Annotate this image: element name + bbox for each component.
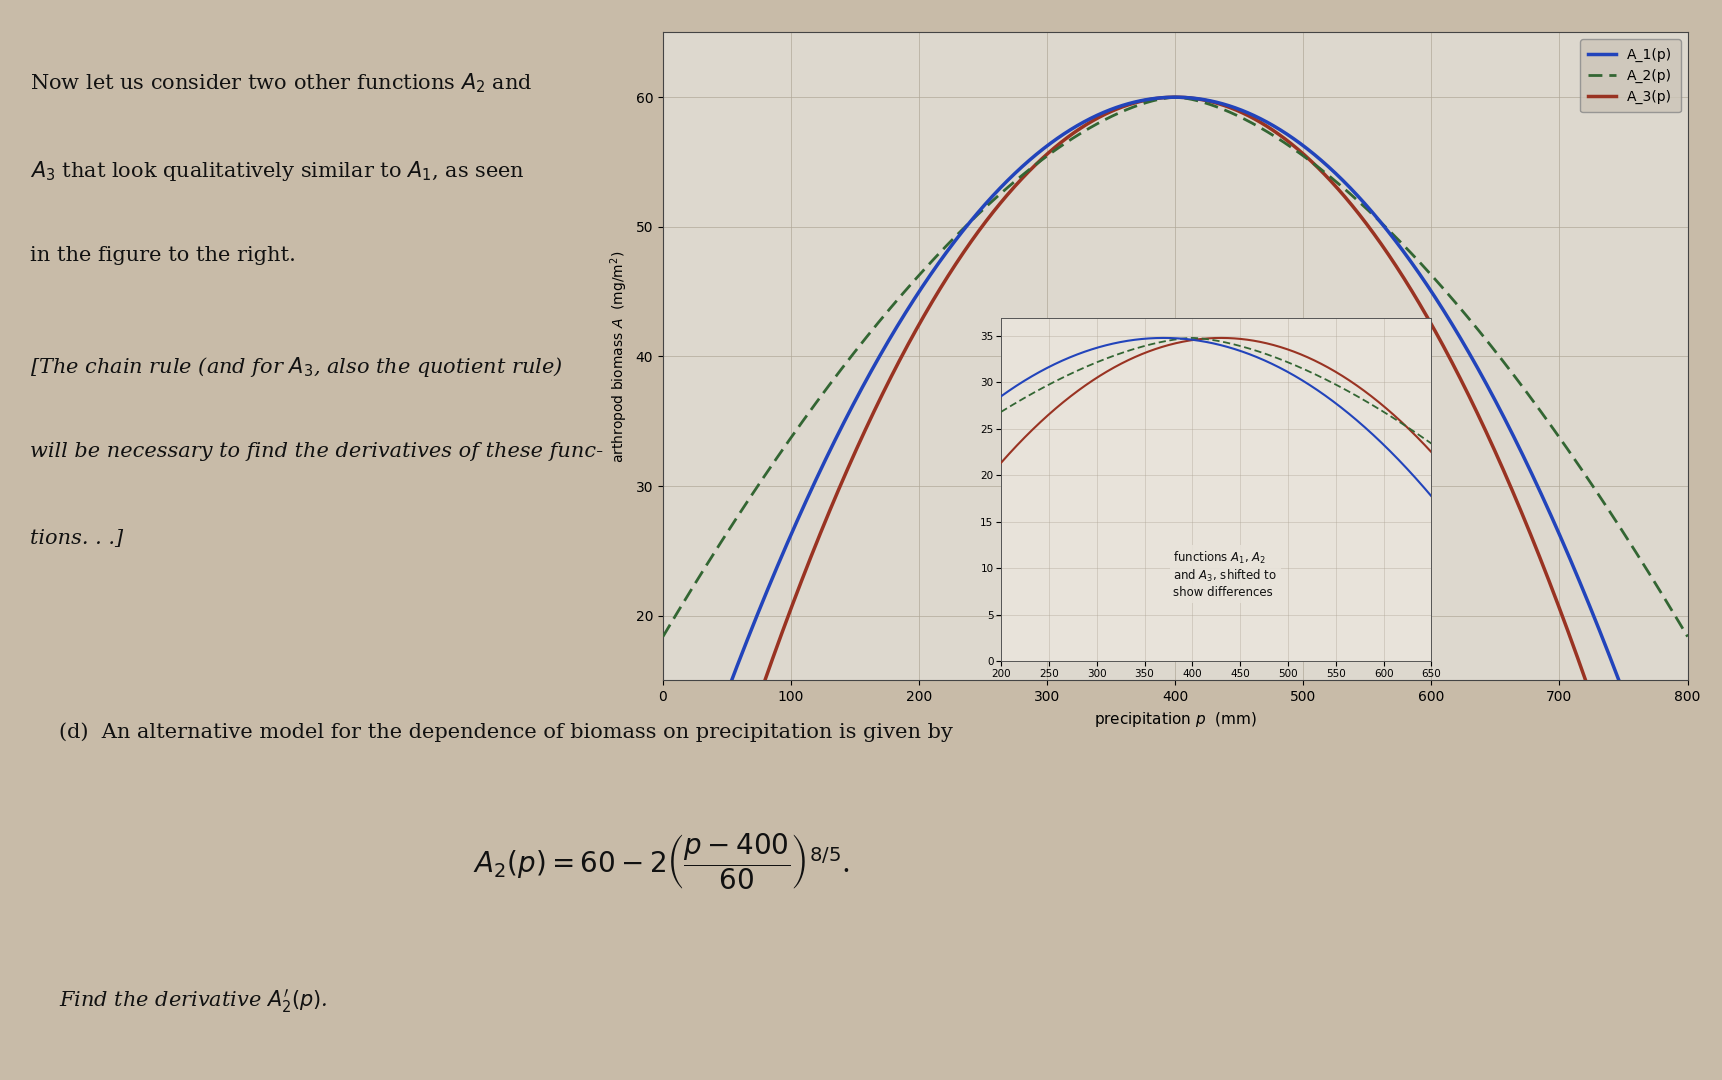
A_1(p) — [835, 414, 856, 427]
Text: [The chain rule (and for $A_3$, also the quotient rule): [The chain rule (and for $A_3$, also the… — [29, 355, 563, 379]
Text: Now let us consider two other functions $A_2$ and: Now let us consider two other functions … — [29, 71, 532, 95]
A_2(p) — [653, 630, 673, 643]
A_2(p) — [1100, 110, 1121, 123]
A_1(p) — [1056, 126, 1076, 139]
A_1(p) — [1703, 868, 1722, 881]
A_2(p) — [773, 443, 794, 456]
Line: A_3(p): A_3(p) — [663, 97, 1713, 875]
A_2(p) — [1569, 460, 1589, 473]
A_2(p) — [835, 357, 856, 370]
Line: A_2(p): A_2(p) — [663, 97, 1713, 680]
A_3(p) — [1569, 658, 1589, 671]
A_3(p) — [1056, 133, 1076, 146]
A_2(p) — [1056, 136, 1076, 149]
Text: will be necessary to find the derivatives of these func-: will be necessary to find the derivative… — [29, 443, 603, 461]
A_3(p) — [1166, 91, 1186, 104]
A_3(p) — [653, 868, 673, 881]
A_3(p) — [773, 624, 794, 637]
Text: (d)  An alternative model for the dependence of biomass on precipitation is give: (d) An alternative model for the depende… — [59, 723, 954, 742]
A_1(p) — [1682, 868, 1703, 881]
A_2(p) — [1166, 91, 1186, 104]
Text: in the figure to the right.: in the figure to the right. — [29, 246, 296, 265]
A_2(p) — [1703, 674, 1722, 687]
Text: $A_3$ that look qualitatively similar to $A_1$, as seen: $A_3$ that look qualitatively similar to… — [29, 159, 525, 183]
Y-axis label: arthropod biomass $A$  (mg/m$^2$): arthropod biomass $A$ (mg/m$^2$) — [608, 251, 630, 462]
A_3(p) — [1703, 868, 1722, 881]
A_1(p) — [1569, 576, 1589, 589]
Line: A_1(p): A_1(p) — [663, 97, 1713, 875]
Legend: A_1(p), A_2(p), A_3(p): A_1(p), A_2(p), A_3(p) — [1581, 39, 1681, 112]
Text: $A_2(p) = 60 - 2\left(\dfrac{p - 400}{60}\right)^{8/5}$.: $A_2(p) = 60 - 2\left(\dfrac{p - 400}{60… — [474, 832, 849, 892]
Text: Find the derivative $A_2'(p)$.: Find the derivative $A_2'(p)$. — [59, 987, 329, 1015]
A_3(p) — [1682, 868, 1703, 881]
A_1(p) — [773, 548, 794, 561]
A_3(p) — [1100, 105, 1121, 118]
X-axis label: precipitation $p$  (mm): precipitation $p$ (mm) — [1093, 710, 1257, 729]
A_1(p) — [1100, 103, 1121, 116]
A_1(p) — [653, 868, 673, 881]
A_2(p) — [1682, 639, 1703, 652]
A_1(p) — [1166, 91, 1186, 104]
Text: tions. . .]: tions. . .] — [29, 529, 122, 549]
A_3(p) — [835, 469, 856, 482]
